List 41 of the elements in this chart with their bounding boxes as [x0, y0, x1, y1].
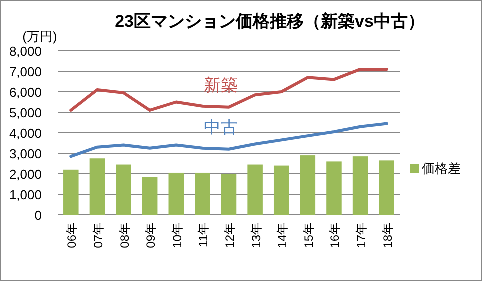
bar: [168, 172, 184, 215]
x-tick-label: 17年: [354, 223, 369, 248]
x-tick-label: 18年: [380, 223, 395, 248]
line-series: [70, 68, 388, 112]
series-label: 中古: [204, 118, 238, 137]
x-tick-label: 08年: [118, 223, 132, 248]
bar: [379, 160, 394, 215]
y-tick-label: 1,000: [9, 188, 42, 202]
series-label: 新築: [204, 76, 238, 95]
bar: [326, 162, 342, 215]
y-axis-title: (万円): [22, 29, 58, 44]
bar: [142, 177, 158, 215]
x-tick-label: 14年: [276, 223, 290, 248]
bar: [90, 158, 106, 215]
legend-label: 価格差: [422, 161, 461, 176]
bar: [352, 156, 368, 215]
x-tick-label: 07年: [91, 223, 106, 248]
bar: [274, 166, 290, 215]
x-tick-label: 12年: [223, 223, 237, 248]
y-tick-label: 4,000: [9, 126, 42, 141]
x-tick-label: 13年: [249, 223, 264, 248]
x-tick-label: 06年: [65, 223, 80, 248]
x-tick-label: 16年: [328, 223, 342, 248]
bar: [221, 174, 237, 215]
y-tick-label: 7,000: [9, 64, 42, 80]
bar: [300, 156, 316, 215]
bar: [116, 164, 132, 215]
x-tick-label: 11年: [196, 223, 211, 248]
chart-title: 23区マンション価格推移（新築vs中古）: [115, 12, 425, 31]
bar: [248, 164, 263, 215]
bar: [195, 172, 210, 215]
y-tick-label: 3,000: [9, 146, 42, 162]
y-tick-label: 5,000: [9, 106, 42, 120]
y-tick-label: 2,000: [9, 167, 42, 182]
y-tick-label: 6,000: [9, 85, 42, 100]
y-tick-label: 0: [34, 208, 42, 223]
x-tick-label: 10年: [170, 223, 184, 248]
x-tick-label: 15年: [302, 223, 316, 248]
y-tick-label: 8,000: [9, 44, 42, 59]
x-tick-label: 09年: [144, 223, 158, 248]
bar: [64, 170, 79, 215]
